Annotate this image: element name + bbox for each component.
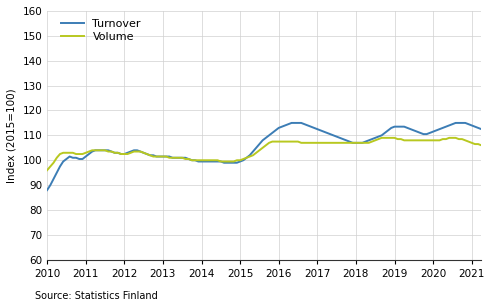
Turnover: [170, 156, 176, 160]
Line: Volume: Volume: [47, 138, 493, 205]
Volume: [231, 160, 237, 163]
Turnover: [44, 188, 50, 192]
Line: Turnover: Turnover: [47, 123, 493, 201]
Volume: [391, 136, 397, 140]
Volume: [379, 136, 385, 140]
Turnover: [288, 121, 294, 125]
Volume: [170, 156, 176, 160]
Text: Source: Statistics Finland: Source: Statistics Finland: [35, 291, 157, 301]
Turnover: [343, 139, 349, 142]
Volume: [450, 136, 456, 140]
Turnover: [391, 125, 397, 129]
Turnover: [231, 161, 237, 164]
Volume: [340, 141, 346, 145]
Turnover: [250, 150, 256, 153]
Y-axis label: Index (2015=100): Index (2015=100): [7, 88, 17, 183]
Volume: [44, 168, 50, 172]
Volume: [250, 154, 256, 157]
Turnover: [450, 122, 456, 126]
Legend: Turnover, Volume: Turnover, Volume: [61, 19, 141, 42]
